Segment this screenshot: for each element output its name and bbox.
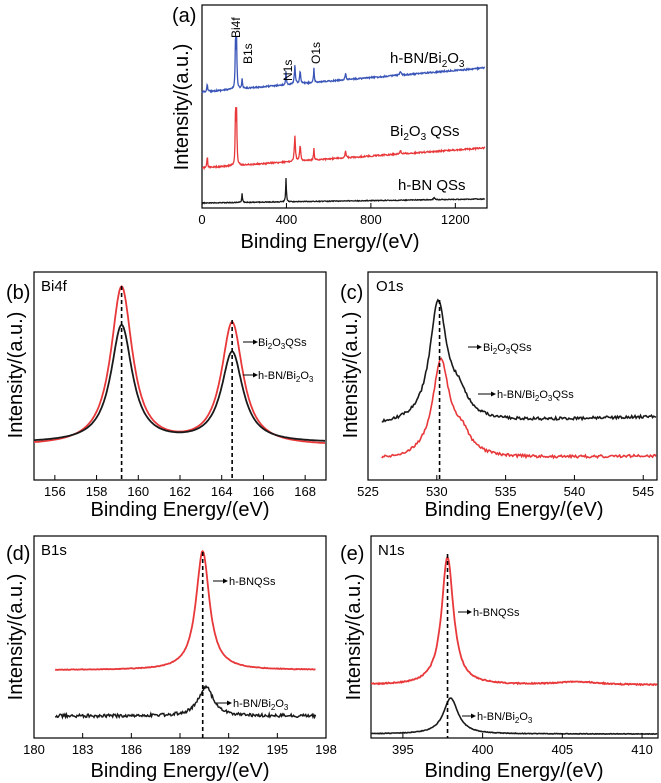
panel-e-letter: (e): [340, 543, 364, 565]
panel-c-tick-label-525: 525: [357, 484, 379, 499]
arrowhead-e-hbn-bi2o3: [471, 713, 476, 719]
panel-c-tick-label-530: 530: [426, 484, 448, 499]
annot-b-hbn-bi2o3: h-BN/Bi2O3: [258, 370, 314, 384]
o1s-curve-hbn-bi2o3qss: [381, 357, 657, 460]
survey-curve-hbn-bi2o3: [201, 35, 486, 94]
peak-label-bi4f: Bi4f: [229, 17, 243, 38]
panel-e-ylabel: Intensity/(a.u.): [343, 574, 365, 701]
panel-c-tick-label-545: 545: [632, 484, 654, 499]
panel-d-curves: [54, 549, 317, 738]
panel-a-xticks: 0 400 800 1200: [198, 203, 470, 227]
panel-a-frame: [201, 4, 488, 209]
curve-label-hbn-qss: h-BN QSs: [398, 177, 466, 194]
b1s-curve-hbn-bi2o3: [55, 684, 317, 720]
annot-c-bi2o3qss: Bi2O3QSs: [483, 342, 532, 356]
panel-c: (c) O1s 525 530 535 540 545 Bi2O3QSs h-BN/Bi…: [340, 271, 658, 521]
peak-label-b1s: B1s: [241, 43, 255, 64]
panel-b-tick-label-164: 164: [211, 484, 233, 499]
panel-b-tick-label-158: 158: [86, 484, 108, 499]
panel-a-tick-label-800: 800: [360, 212, 382, 227]
panel-b-curves: [33, 285, 325, 480]
peak-label-o1s: O1s: [309, 42, 323, 64]
n1s-curve-hbnqss: [370, 555, 658, 687]
panel-c-tick-label-535: 535: [495, 484, 517, 499]
panel-b-xticks: 156 158 160 162 164 166 168: [44, 475, 316, 499]
panel-a-letter: (a): [172, 5, 196, 27]
panel-e-xticks: 395 400 405 410: [392, 733, 653, 757]
panel-a-tick-label-400: 400: [276, 212, 298, 227]
panel-e-tick-label-400: 400: [472, 742, 494, 757]
arrowhead-e-hbnqss: [467, 609, 472, 615]
panel-b-tick-label-156: 156: [44, 484, 66, 499]
panel-b-tick-label-162: 162: [169, 484, 191, 499]
panel-b-tick-label-168: 168: [294, 484, 316, 499]
arrowhead-d-hbn-bi2o3: [227, 700, 232, 706]
annot-e-hbn-bi2o3: h-BN/Bi2O3: [477, 711, 533, 725]
panel-d-letter: (d): [6, 543, 30, 565]
curve-label-hbn-bi2o3: h-BN/Bi2O3: [390, 50, 465, 70]
annot-b-bi2o3qss: Bi2O3QSs: [258, 337, 307, 351]
panel-c-title: O1s: [376, 278, 404, 295]
panel-d: (d) B1s 180 183 186 189 192 195 198 h-BNQSs h-…: [5, 535, 337, 782]
panel-c-xticks: 525 530 535 540 545: [357, 475, 654, 499]
arrowhead-d-hbnqss: [223, 578, 228, 584]
survey-curve-bi2o3-qss: [201, 107, 486, 171]
bi4f-curve-hbn-bi2o3: [34, 323, 325, 442]
panel-a-xlabel: Binding Energy/(eV): [241, 231, 420, 253]
panel-e-curves: [370, 554, 658, 738]
panel-b: (b) Bi4f 156 158 160 162 164 166 168 Bi2O3QSs …: [5, 271, 327, 521]
panel-e-tick-label-410: 410: [631, 742, 653, 757]
n1s-curve-hbn-bi2o3: [370, 697, 658, 736]
panel-d-tick-label-186: 186: [120, 742, 142, 757]
panel-b-letter: (b): [6, 282, 30, 304]
panel-b-xlabel: Binding Energy/(eV): [91, 499, 270, 521]
panel-c-ylabel: Intensity/(a.u.): [340, 312, 362, 439]
panel-d-xticks: 180 183 186 189 192 195 198: [23, 733, 337, 757]
panel-e-frame: [370, 535, 659, 739]
survey-curve-hbn-qss: [201, 177, 486, 205]
panel-a-tick-label-0: 0: [198, 212, 205, 227]
panel-c-curves: [381, 298, 657, 480]
panel-e-title: N1s: [378, 542, 405, 559]
panel-c-frame: [367, 271, 658, 481]
panel-e-xlabel: Binding Energy/(eV): [425, 760, 604, 782]
arrowhead-c-bi2o3qss: [477, 344, 482, 350]
panel-d-tick-label-183: 183: [72, 742, 94, 757]
panel-d-tick-label-189: 189: [169, 742, 191, 757]
panel-c-tick-label-540: 540: [564, 484, 586, 499]
panel-d-tick-label-195: 195: [266, 742, 288, 757]
panel-b-tick-label-160: 160: [127, 484, 149, 499]
panel-c-letter: (c): [340, 282, 363, 304]
panel-a: (a) 0 400 800 1200 Bi4f B1s N1s O1s h-BN/Bi…: [171, 4, 488, 253]
panel-d-ylabel: Intensity/(a.u.): [5, 574, 27, 701]
bi4f-curve-bi2o3qss: [33, 285, 325, 444]
panel-d-tick-label-192: 192: [218, 742, 240, 757]
annot-e-hbnqss: h-BNQSs: [473, 607, 520, 619]
panel-a-tick-label-1200: 1200: [441, 212, 470, 227]
panel-d-xlabel: Binding Energy/(eV): [91, 760, 270, 782]
panel-e-tick-label-405: 405: [551, 742, 573, 757]
panel-d-title: B1s: [41, 542, 67, 559]
annot-d-hbnqss: h-BNQSs: [229, 576, 276, 588]
panel-e-tick-label-395: 395: [392, 742, 414, 757]
annot-d-hbn-bi2o3: h-BN/Bi2O3: [233, 698, 289, 712]
panel-b-ylabel: Intensity/(a.u.): [5, 312, 27, 439]
arrowhead-hbn-bi2o3-b: [253, 372, 258, 378]
panel-e: (e) N1s 395 400 405 410 h-BNQSs h-BN/Bi2O3 …: [340, 535, 659, 782]
panel-a-ylabel: Intensity/(a.u.): [171, 44, 193, 171]
b1s-curve-hbnqss: [54, 549, 316, 671]
panel-b-tick-label-166: 166: [253, 484, 275, 499]
annot-c-hbn-bi2o3qss: h-BN/Bi2O3QSs: [497, 389, 574, 403]
panel-a-curves: [201, 35, 486, 205]
panel-c-xlabel: Binding Energy/(eV): [425, 499, 604, 521]
o1s-curve-bi2o3qss: [381, 298, 657, 423]
curve-label-bi2o3-qss: Bi2O3 QSs: [390, 123, 459, 143]
panel-b-title: Bi4f: [41, 278, 68, 295]
arrowhead-bi2o3qss: [253, 339, 258, 345]
arrowhead-c-hbn: [491, 391, 496, 397]
peak-label-n1s: N1s: [281, 60, 295, 81]
panel-d-tick-label-180: 180: [23, 742, 45, 757]
panel-d-tick-label-198: 198: [315, 742, 337, 757]
